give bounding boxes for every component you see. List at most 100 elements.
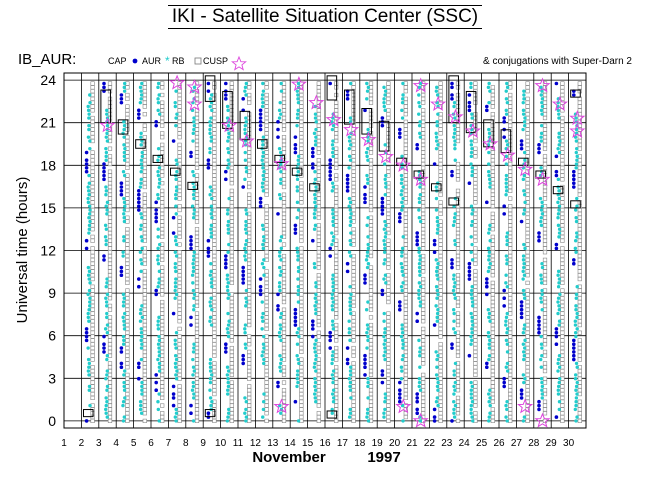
- rb-marker: [577, 219, 582, 224]
- cap-marker: [241, 357, 245, 362]
- aur-marker: [191, 169, 195, 174]
- rb-marker: [455, 215, 461, 220]
- aur-marker: [296, 292, 300, 297]
- rb-marker: [455, 395, 461, 400]
- aur-marker: [208, 377, 213, 381]
- aur-marker: [401, 204, 405, 208]
- aur-marker: [540, 97, 545, 101]
- rb-marker: [438, 158, 443, 163]
- rb-marker: [90, 357, 95, 362]
- cap-marker: [450, 346, 454, 350]
- rb-marker: [403, 246, 408, 251]
- rb-marker: [299, 227, 304, 232]
- aur-marker: [331, 185, 336, 189]
- aur-marker: [330, 411, 334, 415]
- rb-marker: [299, 288, 304, 293]
- aur-marker: [347, 196, 352, 201]
- rb-marker: [160, 345, 165, 351]
- cap-marker: [189, 315, 193, 320]
- rb-marker: [316, 253, 321, 259]
- aur-marker: [192, 196, 196, 201]
- aur-marker: [505, 143, 510, 147]
- rb-marker: [107, 280, 113, 285]
- rb-marker: [351, 269, 356, 274]
- aur-marker: [295, 373, 300, 377]
- rb-marker: [334, 391, 339, 397]
- aur-marker: [174, 89, 178, 93]
- rb-marker: [177, 361, 182, 366]
- rb-marker: [351, 85, 356, 90]
- aur-marker: [226, 415, 230, 419]
- aur-marker: [122, 123, 127, 128]
- aur-marker: [399, 377, 404, 381]
- cap-marker: [189, 154, 193, 159]
- rb-marker: [525, 138, 530, 144]
- rb-marker: [368, 181, 374, 186]
- aur-marker: [487, 231, 491, 235]
- rb-marker: [438, 326, 443, 331]
- aur-marker: [226, 384, 231, 389]
- aur-marker: [175, 369, 179, 373]
- rb-marker: [525, 150, 530, 155]
- rb-marker: [473, 238, 478, 243]
- aur-marker: [469, 223, 474, 228]
- rb-marker: [160, 303, 165, 308]
- aur-marker: [383, 219, 387, 224]
- legend-cusp-marker: [231, 56, 247, 71]
- rb-marker: [490, 288, 495, 293]
- aur-marker: [122, 388, 127, 392]
- rb-marker: [334, 158, 339, 163]
- aur-marker: [295, 377, 300, 381]
- rb-marker: [264, 311, 269, 316]
- rb-marker: [577, 296, 582, 301]
- aur-marker: [399, 334, 404, 339]
- rb-marker: [299, 380, 304, 385]
- rb-marker: [438, 322, 443, 328]
- rb-marker: [194, 219, 200, 224]
- rb-marker: [107, 173, 113, 178]
- aur-marker: [574, 166, 578, 170]
- rb-marker: [316, 257, 321, 262]
- rb-marker: [473, 253, 478, 259]
- rb-marker: [281, 150, 287, 155]
- aur-marker: [331, 323, 335, 327]
- cap-marker: [572, 350, 576, 354]
- rb-marker: [160, 334, 165, 339]
- aur-marker: [470, 127, 474, 132]
- rb-marker: [386, 414, 391, 420]
- aur-marker: [105, 384, 110, 389]
- aur-marker: [488, 338, 492, 343]
- rb-marker: [177, 414, 182, 420]
- cap-marker: [137, 112, 141, 116]
- aur-marker: [434, 350, 438, 354]
- rb-marker: [525, 215, 530, 220]
- rb-marker: [386, 326, 391, 331]
- aur-marker: [86, 104, 90, 109]
- rb-marker: [542, 388, 548, 393]
- aur-marker: [505, 400, 509, 404]
- aur-marker: [157, 369, 162, 373]
- rb-marker: [490, 399, 495, 404]
- rb-marker: [125, 253, 130, 259]
- rb-marker: [455, 227, 461, 232]
- aur-marker: [262, 258, 266, 262]
- rb-marker: [455, 365, 461, 370]
- rb-marker: [455, 322, 461, 328]
- aur-marker: [523, 200, 527, 205]
- aur-marker: [209, 212, 213, 216]
- aur-marker: [573, 239, 578, 243]
- conjugation-box: [117, 119, 129, 135]
- aur-marker: [191, 380, 195, 385]
- rb-marker: [281, 414, 287, 420]
- rb-marker: [490, 311, 495, 316]
- rb-marker: [525, 418, 530, 424]
- aur-marker: [244, 93, 248, 97]
- rb-marker: [107, 257, 113, 262]
- rb-marker: [212, 261, 217, 266]
- rb-marker: [142, 196, 147, 201]
- cap-marker: [171, 403, 176, 408]
- rb-marker: [299, 372, 304, 377]
- aur-marker: [557, 196, 561, 201]
- aur-marker: [487, 127, 491, 132]
- rb-marker: [577, 227, 582, 232]
